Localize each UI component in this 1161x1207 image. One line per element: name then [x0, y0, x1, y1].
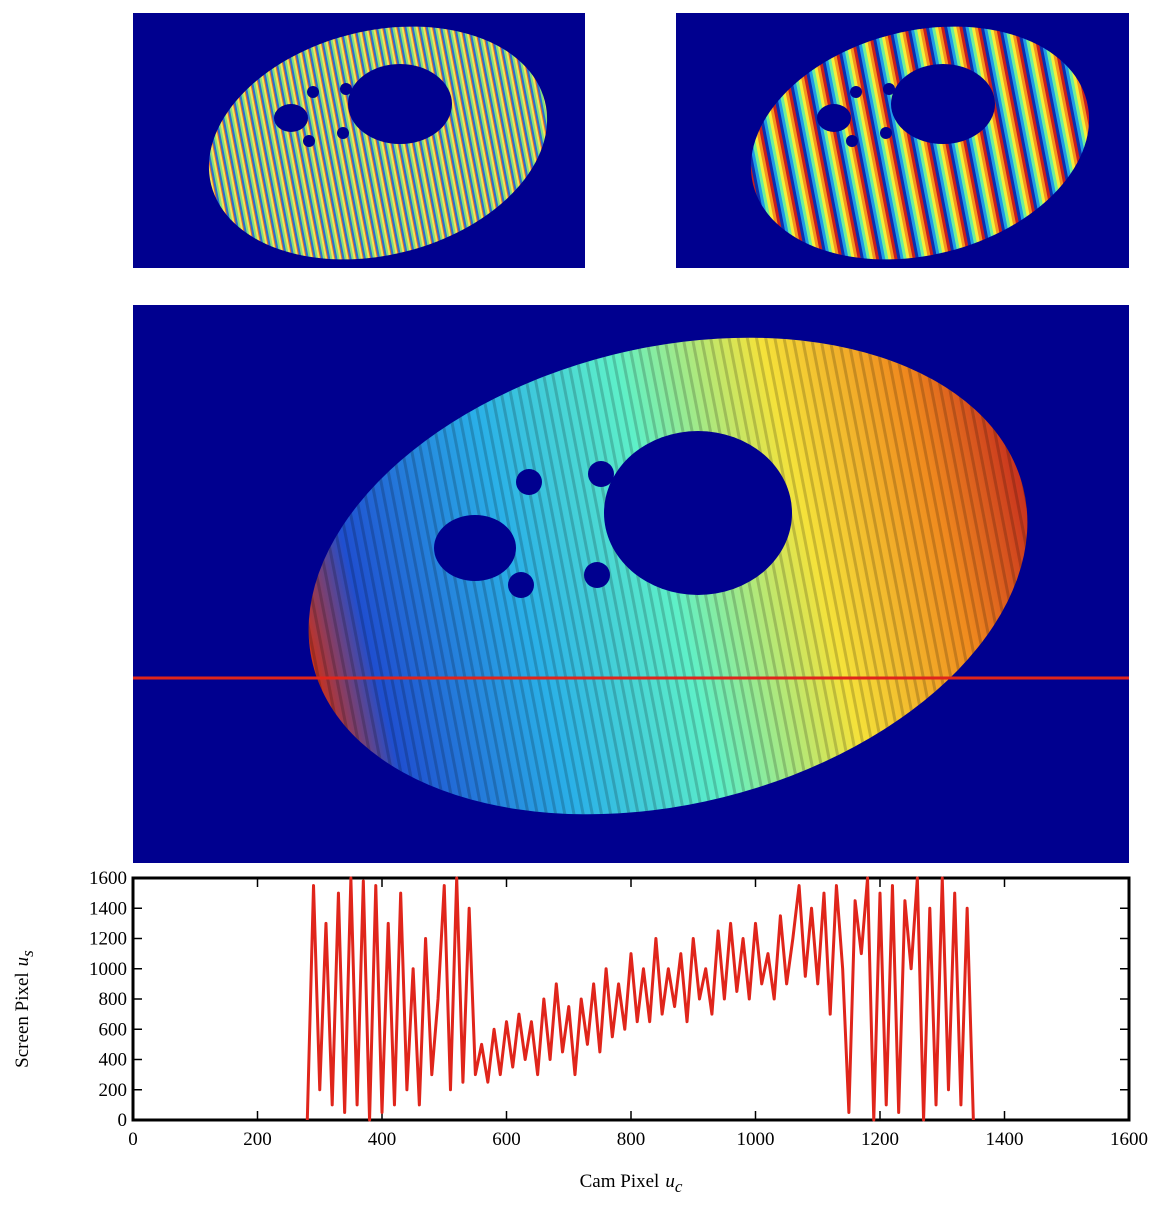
x-tick-label: 400 [368, 1129, 397, 1150]
x-tick-label: 1000 [737, 1129, 775, 1150]
phase-map-left [133, 13, 585, 268]
y-tick-label: 400 [99, 1050, 128, 1071]
x-tick-label: 0 [128, 1129, 138, 1150]
phase-map-combined [133, 305, 1129, 863]
x_label-text: Cam Pixel [580, 1171, 660, 1192]
x-tick-label: 200 [243, 1129, 272, 1150]
y-label: Screen Pixel us [12, 950, 37, 1068]
y-tick-label: 200 [99, 1080, 128, 1101]
x-tick-label: 1600 [1110, 1129, 1148, 1150]
y-tick-label: 1000 [89, 959, 127, 980]
y_label-symbol: u [12, 957, 33, 967]
y-tick-label: 800 [99, 989, 128, 1010]
x_label-symbol: u [665, 1171, 675, 1192]
x-tick-label: 1200 [861, 1129, 899, 1150]
y-tick-label: 1200 [89, 929, 127, 950]
phase-map-right [676, 13, 1129, 268]
x-label: Cam Pixel uc [580, 1171, 683, 1196]
x_label-subscript: c [675, 1177, 683, 1196]
y-tick-label: 1600 [89, 868, 127, 889]
x-tick-label: 1400 [986, 1129, 1024, 1150]
data-line [305, 876, 975, 1122]
y-tick-label: 1400 [89, 898, 127, 919]
y-tick-label: 600 [99, 1019, 128, 1040]
y_label-subscript: s [18, 950, 37, 957]
x-tick-label: 800 [617, 1129, 646, 1150]
x-tick-label: 600 [492, 1129, 521, 1150]
plot-frame [131, 876, 1131, 1122]
y_label-text: Screen Pixel [12, 972, 33, 1068]
y-tick-label: 0 [118, 1110, 128, 1131]
